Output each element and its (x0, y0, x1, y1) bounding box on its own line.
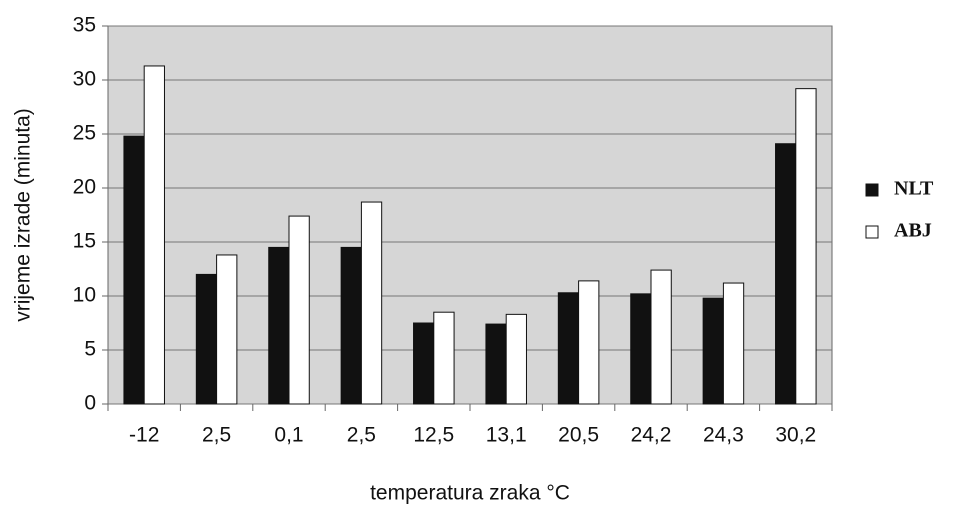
x-axis-label: temperatura zraka °C (370, 482, 570, 505)
bar (340, 246, 362, 405)
legend-swatch (865, 225, 879, 239)
bar (195, 273, 218, 405)
y-tick-label: 0 (84, 392, 96, 415)
bar (268, 246, 290, 405)
x-tick-label: 30,2 (775, 424, 816, 447)
bar (775, 143, 797, 405)
x-tick-label: 2,5 (347, 424, 376, 447)
x-tick-label: 24,2 (631, 424, 672, 447)
x-tick-label: 24,3 (703, 424, 744, 447)
x-tick-label: 0,1 (274, 424, 303, 447)
bar (433, 311, 455, 405)
x-tick-label: 20,5 (558, 424, 599, 447)
legend-label: ABJ (894, 220, 932, 242)
x-tick-label: 2,5 (202, 424, 231, 447)
x-tick-label: -12 (129, 424, 159, 447)
bar (288, 215, 310, 405)
bar (485, 323, 507, 405)
bar (216, 254, 238, 405)
y-tick-label: 5 (84, 338, 96, 361)
y-tick-label: 20 (73, 176, 96, 199)
y-tick-label: 15 (73, 230, 96, 253)
y-tick-label: 25 (73, 122, 96, 145)
x-tick-label: 12,5 (413, 424, 454, 447)
y-tick-label: 35 (73, 14, 96, 37)
y-tick-label: 30 (73, 68, 96, 91)
bar (702, 297, 724, 405)
bar (578, 280, 600, 405)
bar (505, 313, 527, 405)
bar (143, 65, 165, 405)
y-axis-label: vrijeme izrade (minuta) (12, 108, 35, 322)
legend-swatch (865, 183, 879, 197)
legend-label: NLT (894, 178, 934, 200)
x-tick-label: 13,1 (486, 424, 527, 447)
bar (722, 282, 745, 405)
bar (630, 293, 652, 405)
y-tick-label: 10 (73, 284, 96, 307)
bar (795, 88, 817, 405)
bar (413, 322, 435, 405)
bar (650, 269, 672, 405)
bar (557, 292, 580, 405)
bar (360, 201, 383, 405)
bar (123, 135, 145, 405)
